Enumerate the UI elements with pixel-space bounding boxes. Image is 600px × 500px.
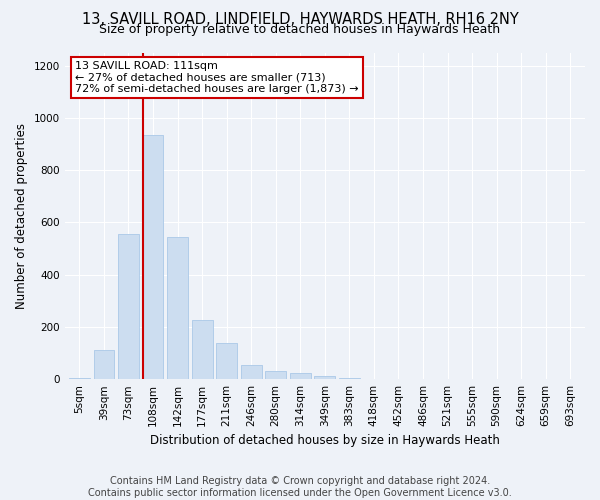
Text: 13, SAVILL ROAD, LINDFIELD, HAYWARDS HEATH, RH16 2NY: 13, SAVILL ROAD, LINDFIELD, HAYWARDS HEA… (82, 12, 518, 28)
Bar (339, 378, 360, 379)
Bar (143, 135, 163, 379)
X-axis label: Distribution of detached houses by size in Haywards Heath: Distribution of detached houses by size … (150, 434, 500, 448)
Text: Contains HM Land Registry data © Crown copyright and database right 2024.
Contai: Contains HM Land Registry data © Crown c… (88, 476, 512, 498)
Bar (191, 320, 212, 379)
Bar (69, 378, 90, 379)
Y-axis label: Number of detached properties: Number of detached properties (15, 123, 28, 309)
Bar (364, 378, 385, 379)
Text: Size of property relative to detached houses in Haywards Heath: Size of property relative to detached ho… (100, 24, 500, 36)
Bar (167, 236, 188, 379)
Text: 13 SAVILL ROAD: 111sqm
← 27% of detached houses are smaller (713)
72% of semi-de: 13 SAVILL ROAD: 111sqm ← 27% of detached… (75, 60, 359, 94)
Bar (241, 365, 262, 379)
Bar (118, 234, 139, 379)
Bar (265, 370, 286, 379)
Bar (314, 376, 335, 379)
Bar (94, 350, 115, 379)
Bar (216, 342, 237, 379)
Bar (290, 374, 311, 379)
